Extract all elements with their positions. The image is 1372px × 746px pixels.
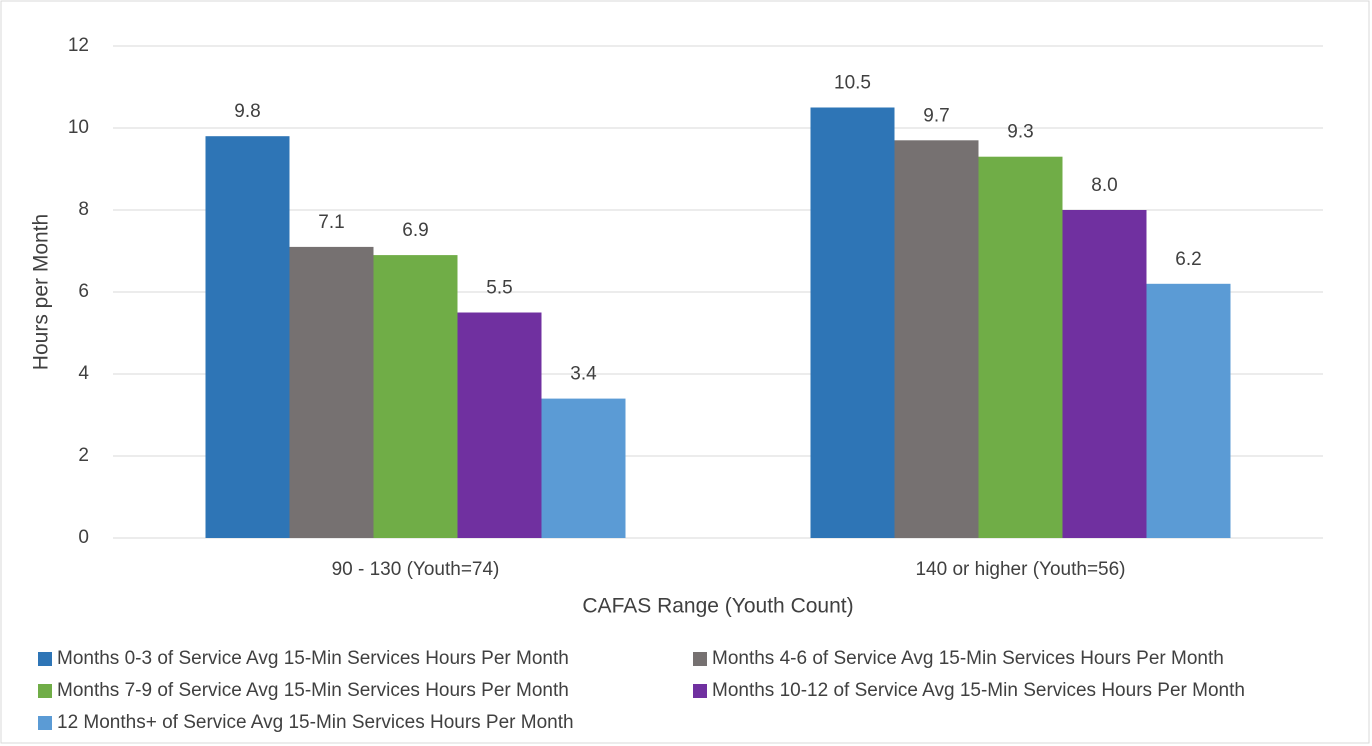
y-tick-label: 0 [78, 527, 89, 548]
bar [1146, 283, 1231, 538]
y-tick-label: 2 [78, 445, 89, 466]
bar [289, 246, 374, 538]
data-label: 8.0 [1091, 175, 1117, 196]
x-tick-label: 90 - 130 (Youth=74) [332, 559, 500, 580]
bar [810, 107, 895, 538]
data-label: 7.1 [318, 212, 344, 233]
legend-swatch [38, 716, 52, 730]
bar [205, 136, 290, 538]
bar [894, 140, 979, 539]
y-tick-label: 12 [68, 35, 89, 56]
y-tick-label: 4 [78, 363, 89, 384]
legend-swatch [38, 684, 52, 698]
legend-swatch [693, 684, 707, 698]
data-label: 3.4 [570, 364, 597, 385]
y-axis-title: Hours per Month [30, 214, 53, 370]
bar [541, 398, 626, 538]
legend-label: 12 Months+ of Service Avg 15-Min Service… [57, 712, 574, 733]
data-label: 6.9 [402, 220, 428, 241]
bar [457, 312, 542, 538]
legend-swatch [693, 652, 707, 666]
y-tick-label: 8 [78, 199, 89, 220]
data-label: 6.2 [1175, 249, 1201, 270]
legend-label: Months 10-12 of Service Avg 15-Min Servi… [712, 680, 1245, 701]
y-tick-label: 10 [68, 117, 89, 138]
data-label: 10.5 [834, 73, 871, 94]
bar [1062, 210, 1147, 538]
y-tick-label: 6 [78, 281, 89, 302]
data-label: 9.7 [923, 105, 949, 126]
legend-label: Months 4-6 of Service Avg 15-Min Service… [712, 648, 1224, 669]
legend-swatch [38, 652, 52, 666]
legend-label: Months 0-3 of Service Avg 15-Min Service… [57, 648, 569, 669]
x-tick-label: 140 or higher (Youth=56) [915, 559, 1125, 580]
data-label: 5.5 [486, 278, 512, 299]
bar [978, 156, 1063, 538]
data-label: 9.3 [1007, 122, 1033, 143]
x-axis-title: CAFAS Range (Youth Count) [582, 595, 853, 618]
data-label: 9.8 [234, 101, 260, 122]
bar [373, 255, 458, 538]
legend-label: Months 7-9 of Service Avg 15-Min Service… [57, 680, 569, 701]
